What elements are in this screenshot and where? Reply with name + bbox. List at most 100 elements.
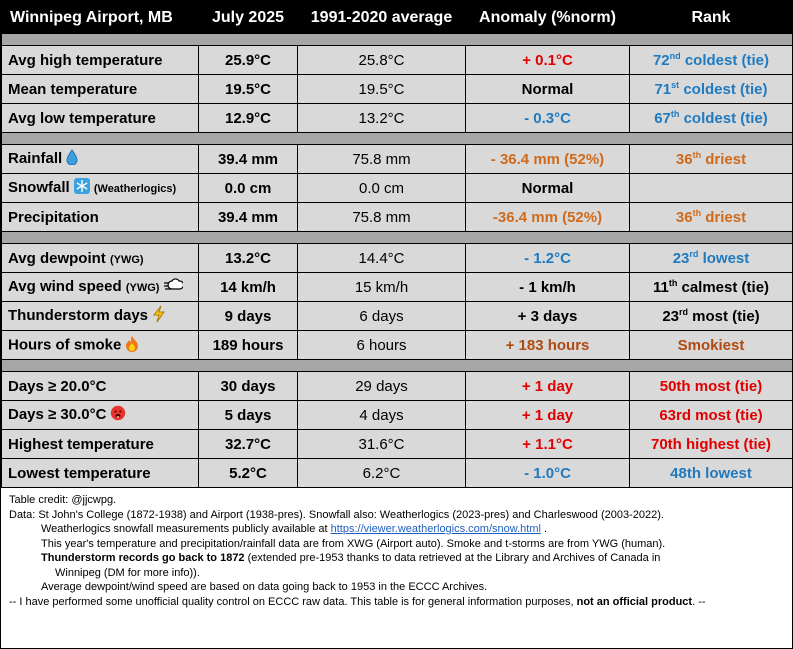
rank-text: lowest	[698, 250, 750, 267]
spacer-row	[1, 231, 793, 244]
year-data-note: This year's temperature and precipitatio…	[41, 537, 666, 550]
weatherlogics-link[interactable]: https://viewer.weatherlogics.com/snow.ht…	[330, 523, 541, 535]
rank-text: driest	[701, 209, 747, 226]
row-value: 39.4 mm	[198, 202, 298, 232]
label-text: Rainfall	[8, 149, 63, 167]
row-anomaly: - 1 km/h	[465, 272, 630, 302]
table-row: Avg low temperature 12.9°C 13.2°C - 0.3°…	[1, 103, 793, 133]
row-anomaly: - 36.4 mm (52%)	[465, 144, 630, 174]
table-row: Thunderstorm days 9 days 6 days + 3 days…	[1, 301, 793, 331]
rank-number: 23	[672, 250, 690, 267]
row-normal: 15 km/h	[297, 272, 466, 302]
row-anomaly: + 1.1°C	[465, 429, 630, 459]
row-anomaly: Normal	[465, 173, 630, 203]
row-anomaly: -36.4 mm (52%)	[465, 202, 630, 232]
water-drop-icon	[66, 149, 78, 169]
rank-text: coldest (tie)	[679, 110, 768, 127]
table-row: Highest temperature 32.7°C 31.6°C + 1.1°…	[1, 429, 793, 459]
thunder-note-rest: (extended pre-1953 thanks to data retrie…	[244, 552, 661, 564]
row-anomaly: + 3 days	[465, 301, 630, 331]
lightning-bolt-icon	[152, 305, 166, 327]
row-label: Snowfall (Weatherlogics)	[1, 173, 199, 203]
wind-cloud-icon	[163, 277, 185, 297]
rank-suffix: th	[670, 109, 680, 119]
station-header: Winnipeg Airport, MB	[1, 1, 199, 34]
data-source-note: Data: St John's College (1872-1938) and …	[9, 508, 664, 521]
label-text: Days ≥ 30.0°C	[8, 405, 107, 423]
table-row: Lowest temperature 5.2°C 6.2°C - 1.0°C 4…	[1, 458, 793, 488]
row-label: Avg high temperature	[1, 45, 199, 75]
row-rank: 11th calmest (tie)	[629, 272, 793, 302]
label-text: Thunderstorm days	[8, 306, 149, 324]
table-row: Snowfall (Weatherlogics) 0.0 cm 0.0 cm N…	[1, 173, 793, 203]
credit-note: Table credit: @jjcwpg.	[9, 494, 117, 506]
row-value: 32.7°C	[198, 429, 298, 459]
row-normal: 4 days	[297, 400, 466, 430]
row-rank: 71st coldest (tie)	[629, 74, 793, 104]
row-label: Days ≥ 30.0°C	[1, 400, 199, 430]
rank-number: 36	[675, 151, 693, 168]
row-normal: 25.8°C	[297, 45, 466, 75]
spacer-row	[1, 33, 793, 46]
row-normal: 6 days	[297, 301, 466, 331]
row-anomaly: - 0.3°C	[465, 103, 630, 133]
row-value: 25.9°C	[198, 45, 298, 75]
snowflake-icon	[73, 178, 90, 198]
table-row: Rainfall 39.4 mm 75.8 mm - 36.4 mm (52%)…	[1, 144, 793, 174]
row-normal: 75.8 mm	[297, 202, 466, 232]
spacer-row	[1, 132, 793, 145]
thunder-note-bold: Thunderstorm records go back to 1872	[41, 552, 245, 564]
row-label: Hours of smoke	[1, 330, 199, 360]
header-row: Winnipeg Airport, MB July 2025 1991-2020…	[1, 1, 793, 34]
quality-note-end: . --	[692, 595, 706, 608]
row-anomaly: + 1 day	[465, 400, 630, 430]
row-label: Days ≥ 20.0°C	[1, 371, 199, 401]
table-row: Precipitation 39.4 mm 75.8 mm -36.4 mm (…	[1, 202, 793, 232]
rank-number: 36	[675, 209, 693, 226]
row-normal: 31.6°C	[297, 429, 466, 459]
row-normal: 19.5°C	[297, 74, 466, 104]
row-rank: 67th coldest (tie)	[629, 103, 793, 133]
rank-suffix: th	[668, 278, 678, 288]
rank-text: coldest (tie)	[679, 81, 768, 98]
rank-number: 67	[654, 110, 671, 127]
row-label: Precipitation	[1, 202, 199, 232]
row-rank: 48th lowest	[629, 458, 793, 488]
rank-text: calmest (tie)	[677, 279, 770, 296]
row-normal: 29 days	[297, 371, 466, 401]
row-rank: 50th most (tie)	[629, 371, 793, 401]
rank-suffix: rd	[679, 307, 688, 317]
label-text: Snowfall	[8, 178, 70, 196]
table-row: Hours of smoke 189 hours 6 hours + 183 h…	[1, 330, 793, 360]
row-rank: 70th highest (tie)	[629, 429, 793, 459]
row-anomaly: Normal	[465, 74, 630, 104]
rank-header: Rank	[629, 1, 793, 34]
row-anomaly: + 183 hours	[465, 330, 630, 360]
hot-face-icon	[110, 405, 126, 425]
row-rank: 72nd coldest (tie)	[629, 45, 793, 75]
row-label: Avg dewpoint (YWG)	[1, 243, 199, 273]
rank-suffix: st	[671, 80, 680, 90]
row-label: Avg wind speed (YWG)	[1, 272, 199, 302]
table-row: Days ≥ 20.0°C 30 days 29 days + 1 day 50…	[1, 371, 793, 401]
row-value: 12.9°C	[198, 103, 298, 133]
rank-number: 71	[654, 81, 672, 98]
row-normal: 6 hours	[297, 330, 466, 360]
row-value: 0.0 cm	[198, 173, 298, 203]
table-row: Avg dewpoint (YWG) 13.2°C 14.4°C - 1.2°C…	[1, 243, 793, 273]
row-label: Rainfall	[1, 144, 199, 174]
row-anomaly: - 1.2°C	[465, 243, 630, 273]
row-rank: 36th driest	[629, 202, 793, 232]
quality-note-text: -- I have performed some unofficial qual…	[9, 595, 577, 608]
label-text: Avg wind speed	[8, 277, 122, 295]
row-value: 5 days	[198, 400, 298, 430]
row-label: Highest temperature	[1, 429, 199, 459]
row-normal: 0.0 cm	[297, 173, 466, 203]
row-anomaly: - 1.0°C	[465, 458, 630, 488]
row-normal: 13.2°C	[297, 103, 466, 133]
rank-text: coldest (tie)	[680, 52, 770, 69]
period-header: July 2025	[198, 1, 298, 34]
dewpoint-note: Average dewpoint/wind speed are based on…	[41, 581, 488, 593]
table-notes: Table credit: @jjcwpg. Data: St John's C…	[1, 488, 792, 614]
rank-number: 11	[652, 279, 669, 296]
